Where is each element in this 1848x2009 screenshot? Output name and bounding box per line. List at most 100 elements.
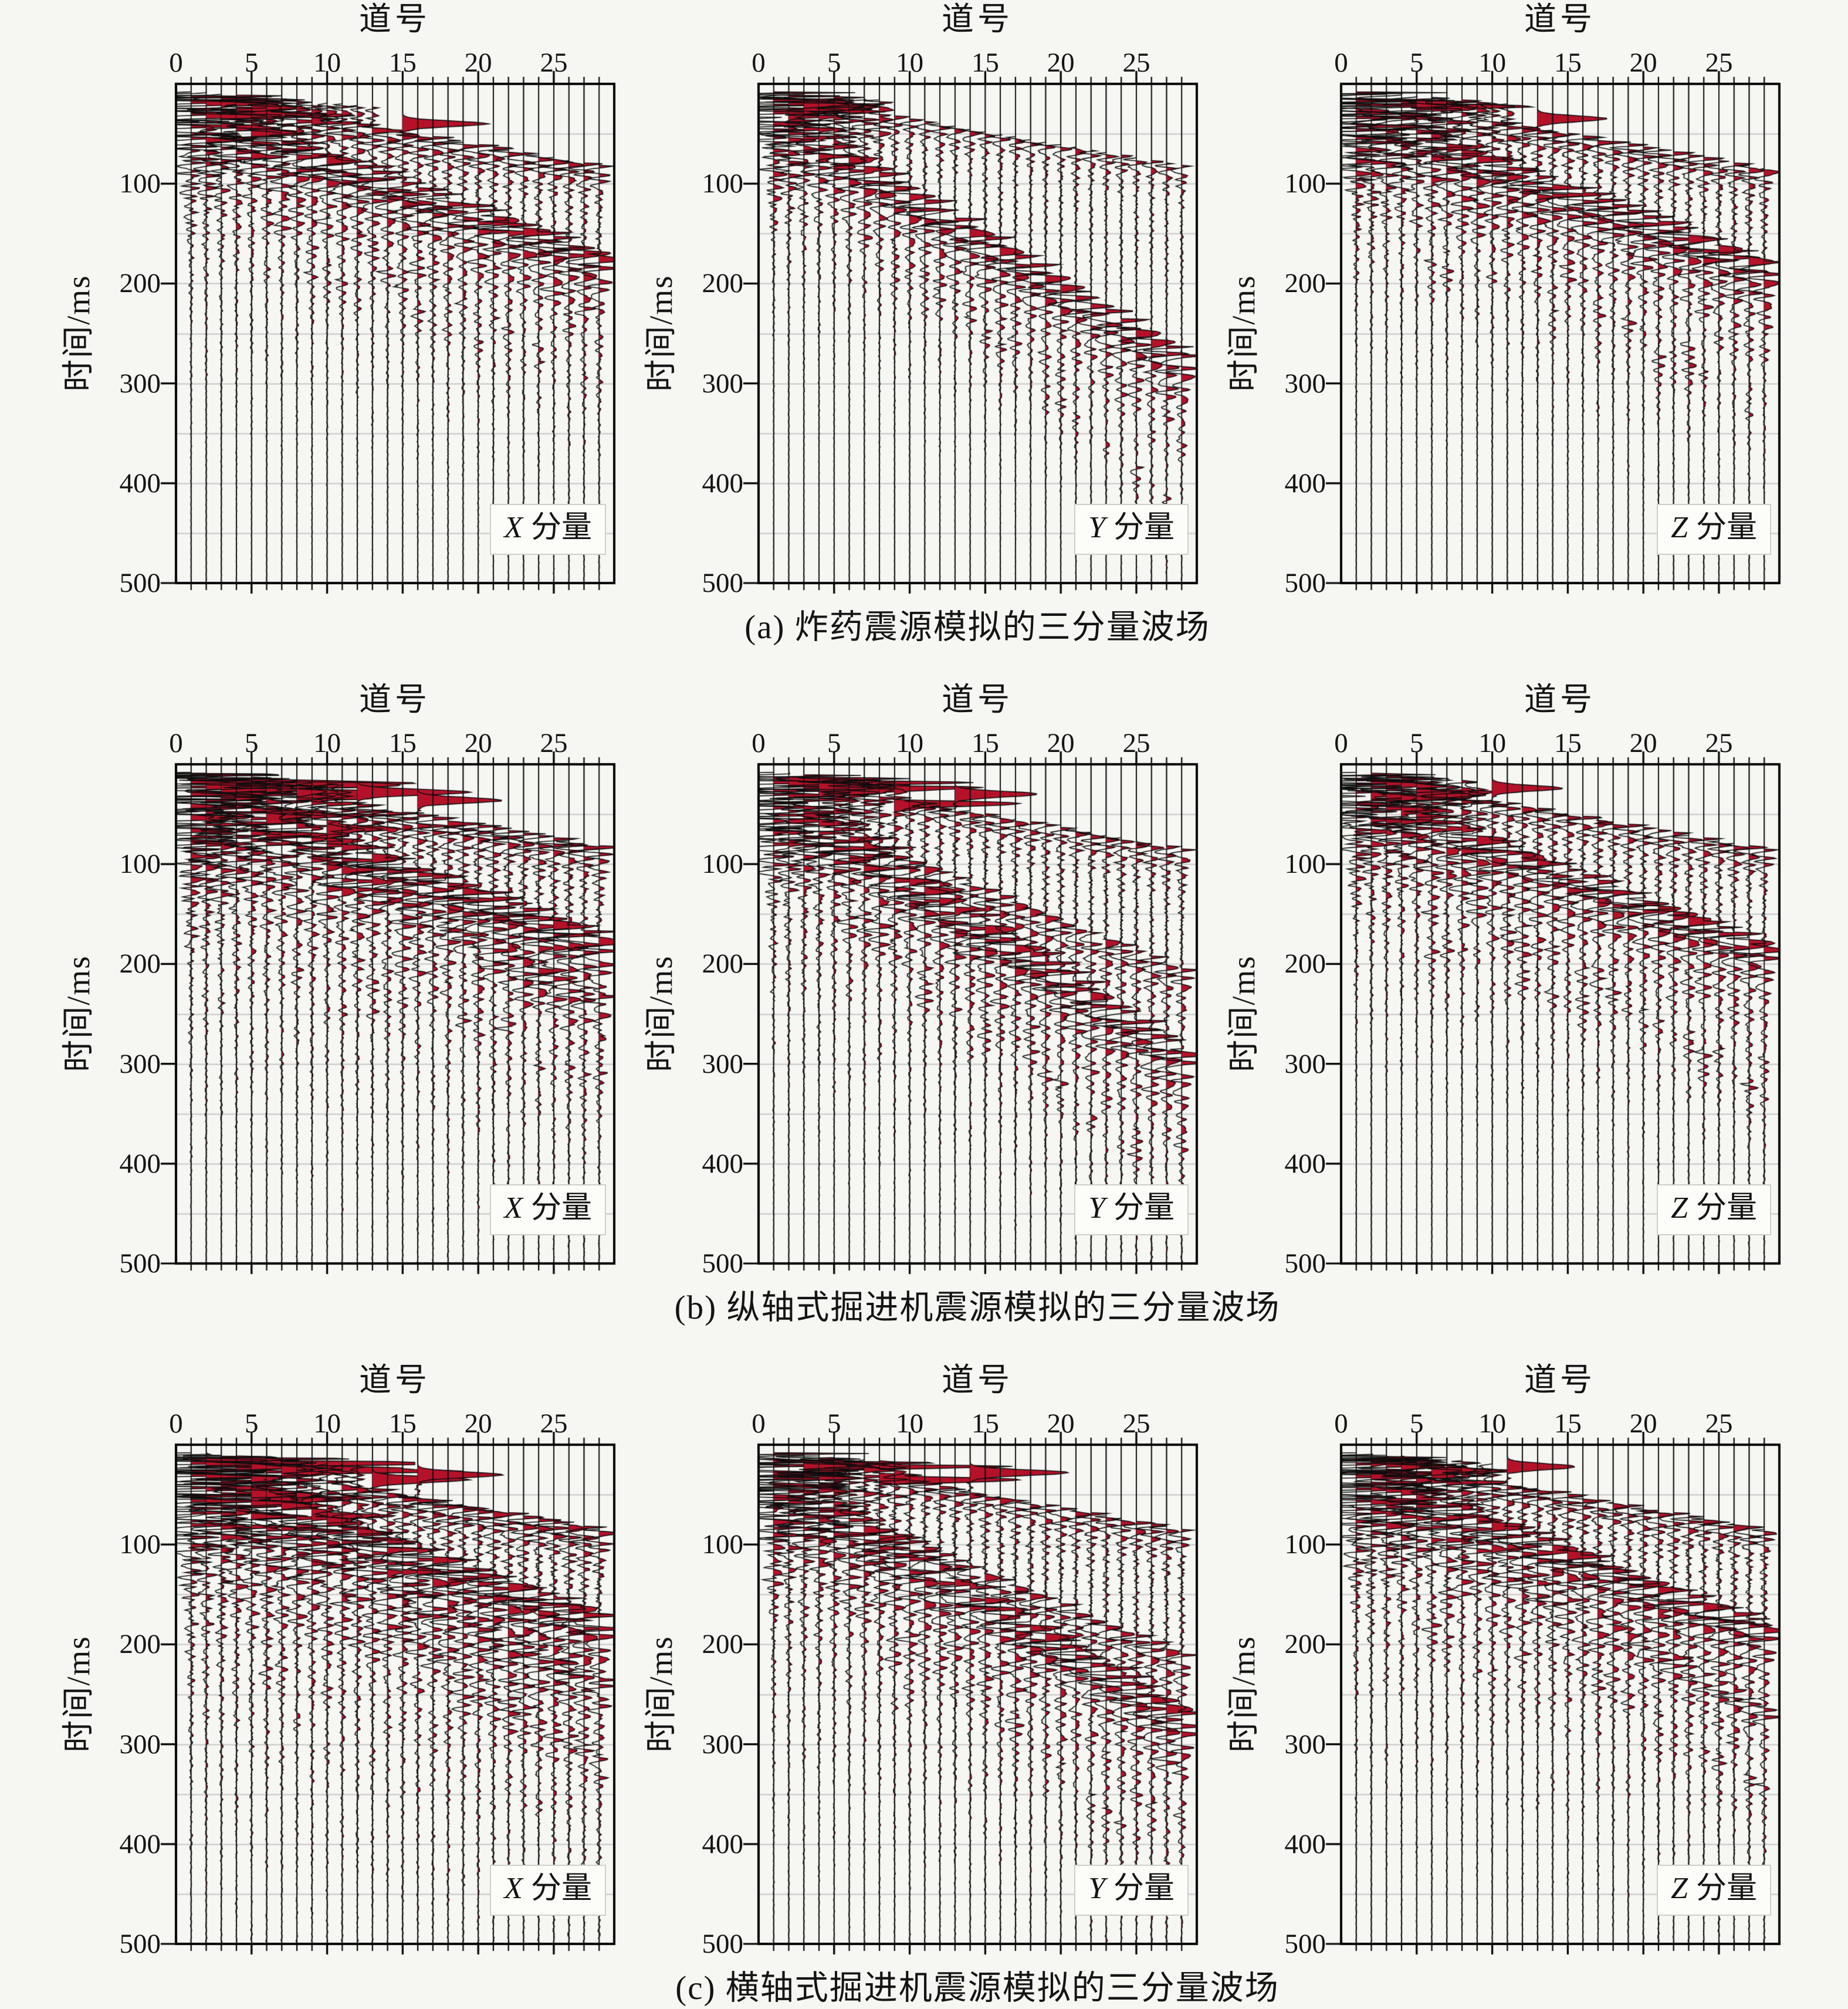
component-suffix-label: 分量 — [1113, 1872, 1175, 1905]
component-label: Z 分量 — [1657, 1865, 1771, 1916]
y-tick-label: 400 — [119, 1828, 161, 1859]
component-letter: X — [504, 1191, 523, 1225]
y-tick-label: 400 — [119, 1148, 161, 1179]
x-tick-label: 20 — [1629, 1408, 1657, 1439]
x-tick-label: 5 — [827, 728, 841, 758]
y-tick-label: 500 — [119, 568, 161, 598]
y-tick-label: 200 — [702, 948, 744, 980]
component-suffix-label: 分量 — [530, 511, 592, 544]
row-caption-b: (b) 纵轴式掘进机震源模拟的三分量波场 — [674, 1289, 1281, 1326]
component-letter: X — [504, 511, 523, 544]
x-tick-label: 10 — [313, 48, 341, 78]
y-tick-label: 300 — [702, 1048, 744, 1079]
y-tick-label: 500 — [1284, 1248, 1326, 1279]
x-tick-label: 0 — [169, 1408, 183, 1439]
y-axis-title: 时间/ms — [1226, 275, 1261, 392]
x-tick-label: 0 — [752, 1408, 766, 1439]
component-suffix-label: 分量 — [1695, 511, 1757, 544]
y-tick-label: 300 — [119, 368, 161, 399]
component-suffix-label: 分量 — [1113, 1191, 1175, 1225]
seismic-panel-b-x: 道号 时间/ms X 分量 0 5 10 15 20 25 100 200 300 400 500 — [60, 682, 638, 1287]
x-tick-label: 15 — [971, 48, 999, 78]
component-letter: X — [504, 1872, 523, 1905]
x-tick-label: 5 — [827, 1408, 841, 1439]
row-caption-a: (a) 炸药震源模拟的三分量波场 — [744, 609, 1210, 646]
x-axis-title: 道号 — [941, 682, 1014, 717]
component-suffix-label: 分量 — [1695, 1872, 1757, 1905]
x-axis-title: 道号 — [1524, 1, 1596, 37]
seismic-panel-c-x: 道号 时间/ms X 分量 0 5 10 15 20 25 100 200 300 400 500 — [60, 1362, 638, 1967]
y-axis-title: 时间/ms — [60, 1635, 96, 1753]
x-tick-label: 0 — [1334, 48, 1348, 78]
x-axis-title: 道号 — [358, 682, 431, 717]
component-suffix-label: 分量 — [1113, 511, 1175, 544]
x-tick-label: 0 — [1334, 1408, 1348, 1439]
x-tick-label: 25 — [540, 728, 568, 758]
x-tick-label: 5 — [245, 1408, 259, 1439]
y-axis-title: 时间/ms — [60, 275, 96, 392]
component-label: X 分量 — [490, 1184, 606, 1235]
y-axis-title: 时间/ms — [1226, 1635, 1261, 1753]
component-letter: Y — [1088, 1872, 1105, 1905]
component-letter: Z — [1671, 511, 1688, 544]
component-label: Z 分量 — [1657, 504, 1771, 555]
seismic-panel-b-z: 道号 时间/ms Z 分量 0 5 10 15 20 25 100 200 300 400 500 — [1226, 682, 1803, 1287]
x-tick-label: 0 — [169, 728, 183, 758]
component-suffix-label: 分量 — [530, 1191, 592, 1225]
y-tick-label: 300 — [119, 1048, 161, 1079]
x-tick-label: 5 — [245, 48, 259, 78]
y-tick-label: 500 — [1284, 1929, 1326, 1959]
x-axis-title: 道号 — [941, 1362, 1014, 1398]
x-tick-label: 15 — [388, 1408, 417, 1439]
y-axis-title: 时间/ms — [643, 1635, 679, 1753]
component-letter: Z — [1671, 1872, 1688, 1905]
y-tick-label: 100 — [119, 849, 161, 880]
component-label: X 分量 — [490, 504, 606, 555]
y-axis-title: 时间/ms — [60, 955, 96, 1072]
x-tick-label: 25 — [1122, 48, 1150, 78]
x-axis-title: 道号 — [941, 1, 1014, 37]
x-tick-label: 15 — [1553, 48, 1582, 78]
x-tick-label: 10 — [1478, 728, 1507, 758]
x-axis-title: 道号 — [358, 1362, 431, 1398]
component-letter: Z — [1671, 1191, 1688, 1225]
y-tick-label: 100 — [702, 1529, 744, 1560]
x-tick-label: 10 — [896, 728, 924, 758]
y-axis-title: 时间/ms — [643, 955, 679, 1072]
seismic-panel-c-y: 道号 时间/ms Y 分量 0 5 10 15 20 25 100 200 300 400 500 — [643, 1362, 1220, 1967]
y-tick-label: 400 — [702, 1828, 744, 1859]
y-tick-label: 300 — [702, 368, 744, 399]
x-axis-title: 道号 — [1524, 682, 1596, 717]
y-tick-label: 100 — [1284, 849, 1326, 880]
component-suffix-label: 分量 — [1695, 1191, 1757, 1225]
x-tick-label: 0 — [1334, 728, 1348, 758]
y-tick-label: 200 — [1284, 948, 1326, 980]
x-tick-label: 0 — [169, 48, 183, 78]
x-tick-label: 10 — [313, 728, 341, 758]
component-suffix-label: 分量 — [530, 1872, 592, 1905]
x-tick-label: 20 — [1047, 48, 1075, 78]
x-axis-title: 道号 — [358, 1, 431, 37]
seismic-panel-c-z: 道号 时间/ms Z 分量 0 5 10 15 20 25 100 200 300 400 500 — [1226, 1362, 1803, 1967]
x-tick-label: 0 — [752, 728, 766, 758]
y-tick-label: 400 — [1284, 1148, 1326, 1179]
y-tick-label: 300 — [1284, 1729, 1326, 1760]
seismic-panel-b-y: 道号 时间/ms Y 分量 0 5 10 15 20 25 100 200 300 400 500 — [643, 682, 1220, 1287]
y-tick-label: 200 — [1284, 268, 1326, 299]
x-tick-label: 20 — [464, 1408, 492, 1439]
x-tick-label: 25 — [540, 48, 568, 78]
x-tick-label: 10 — [1478, 1408, 1507, 1439]
x-tick-label: 25 — [1122, 1408, 1150, 1439]
component-letter: Y — [1088, 511, 1105, 544]
x-tick-label: 0 — [752, 48, 766, 78]
component-label: Z 分量 — [1657, 1184, 1771, 1235]
y-tick-label: 500 — [702, 1248, 744, 1279]
x-tick-label: 5 — [245, 728, 259, 758]
x-tick-label: 20 — [1047, 728, 1075, 758]
x-tick-label: 10 — [313, 1408, 341, 1439]
y-tick-label: 400 — [702, 467, 744, 499]
x-tick-label: 5 — [827, 48, 841, 78]
x-tick-label: 20 — [1629, 48, 1657, 78]
x-tick-label: 15 — [1553, 728, 1582, 758]
y-tick-label: 300 — [1284, 368, 1326, 399]
